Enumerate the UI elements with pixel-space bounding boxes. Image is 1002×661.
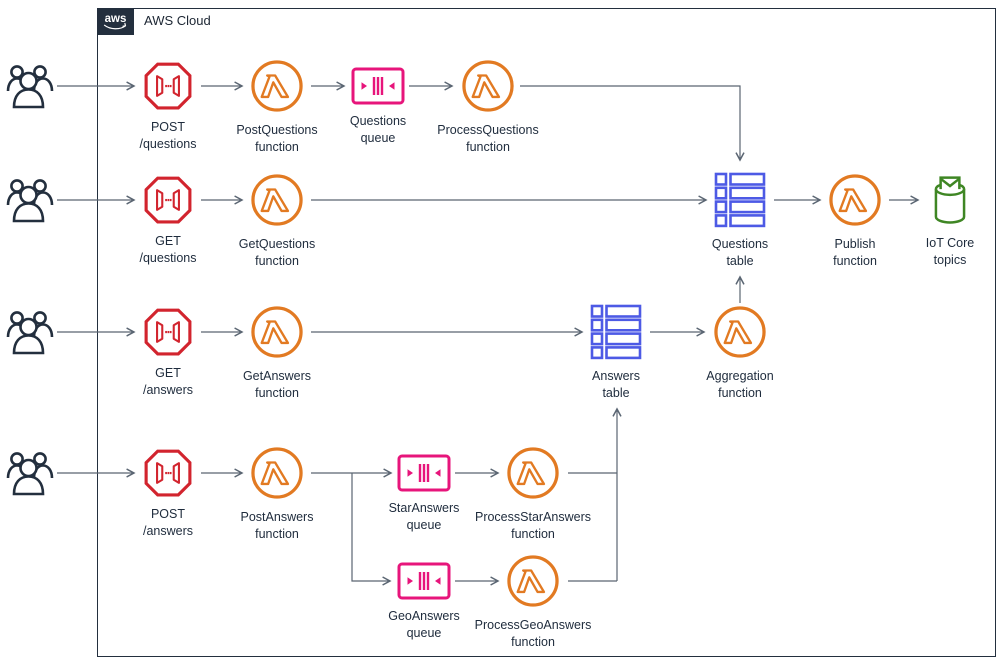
users-group-row2 xyxy=(5,177,55,223)
dynamodb-table-icon xyxy=(590,304,642,360)
node-label: GeoAnswers queue xyxy=(388,609,460,640)
frame-title: AWS Cloud xyxy=(144,13,211,28)
node-label: GET /questions xyxy=(139,234,197,265)
node-label: IoT Core topics xyxy=(925,236,975,267)
node-label: PostAnswers function xyxy=(240,510,314,541)
node-label: StarAnswers queue xyxy=(388,501,460,532)
node-staranswers-queue: StarAnswers queue xyxy=(349,454,499,533)
node-label: GET /answers xyxy=(142,366,194,397)
node-getquestions-function: GetQuestions function xyxy=(202,172,352,269)
sqs-queue-icon xyxy=(397,562,451,600)
node-label: POST /answers xyxy=(142,507,194,538)
lambda-function-icon xyxy=(249,445,305,501)
api-gateway-endpoint-icon xyxy=(143,175,193,225)
node-get-answers-endpoint: GET /answers xyxy=(93,307,243,398)
node-label: Questions queue xyxy=(349,114,407,145)
node-label: GetAnswers function xyxy=(242,369,312,400)
node-label: Questions table xyxy=(711,237,769,268)
users-group-row3 xyxy=(5,309,55,355)
node-label: Answers table xyxy=(592,369,640,400)
node-answers-table: Answers table xyxy=(541,304,691,401)
node-post-answers-endpoint: POST /answers xyxy=(93,448,243,539)
api-gateway-endpoint-icon xyxy=(143,61,193,111)
users-icon xyxy=(5,177,55,223)
lambda-function-icon xyxy=(249,58,305,114)
users-icon xyxy=(5,450,55,496)
node-aggregation-function: Aggregation function xyxy=(665,304,815,401)
users-group-row1 xyxy=(5,63,55,109)
node-processquestions-function: ProcessQuestions function xyxy=(413,58,563,155)
node-post-questions-endpoint: POST /questions xyxy=(93,61,243,152)
users-icon xyxy=(5,63,55,109)
node-label: ProcessStarAnswers function xyxy=(474,510,591,541)
node-label: POST /questions xyxy=(139,120,197,151)
node-processstaranswers-function: ProcessStarAnswers function xyxy=(458,445,608,542)
users-icon xyxy=(5,309,55,355)
sqs-queue-icon xyxy=(397,454,451,492)
node-get-questions-endpoint: GET /questions xyxy=(93,175,243,266)
node-label: Aggregation function xyxy=(706,369,774,400)
node-label: ProcessGeoAnswers function xyxy=(474,618,592,649)
lambda-function-icon xyxy=(249,172,305,228)
node-label: ProcessQuestions function xyxy=(437,123,539,154)
node-postanswers-function: PostAnswers function xyxy=(202,445,352,542)
aws-logo: aws xyxy=(97,8,134,35)
api-gateway-endpoint-icon xyxy=(143,307,193,357)
node-getanswers-function: GetAnswers function xyxy=(202,304,352,401)
lambda-function-icon xyxy=(505,445,561,501)
node-postquestions-function: PostQuestions function xyxy=(202,58,352,155)
aws-logo-text: aws xyxy=(105,13,127,25)
node-label: Publish function xyxy=(833,237,877,268)
dynamodb-table-icon xyxy=(714,172,766,228)
node-label: GetQuestions function xyxy=(238,237,316,268)
api-gateway-endpoint-icon xyxy=(143,448,193,498)
node-label: PostQuestions function xyxy=(236,123,318,154)
lambda-function-icon xyxy=(712,304,768,360)
aws-logo-icon: aws xyxy=(103,13,127,30)
node-publish-function: Publish function xyxy=(780,172,930,269)
lambda-function-icon xyxy=(505,553,561,609)
users-group-row4 xyxy=(5,450,55,496)
iot-core-topic-icon xyxy=(925,171,975,227)
lambda-function-icon xyxy=(249,304,305,360)
node-iot-core-topics: IoT Core topics xyxy=(875,171,1002,268)
node-questions-table: Questions table xyxy=(665,172,815,269)
node-geoanswers-queue: GeoAnswers queue xyxy=(349,562,499,641)
lambda-function-icon xyxy=(460,58,516,114)
node-questions-queue: Questions queue xyxy=(303,67,453,146)
node-processgeoanswers-function: ProcessGeoAnswers function xyxy=(458,553,608,650)
sqs-queue-icon xyxy=(351,67,405,105)
